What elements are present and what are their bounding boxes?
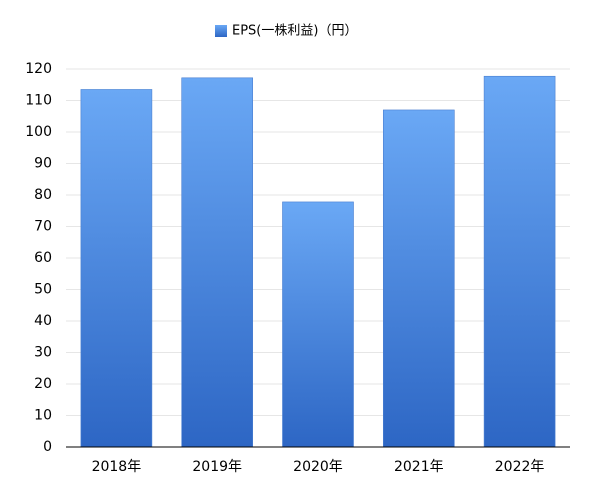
x-tick-label: 2021年 (394, 459, 444, 475)
legend-swatch (215, 25, 227, 37)
y-tick-label: 10 (34, 408, 52, 424)
bar (483, 75, 556, 448)
y-tick-label: 40 (34, 313, 52, 329)
y-tick-label: 110 (25, 93, 52, 109)
y-tick-label: 50 (34, 282, 52, 298)
legend: EPS(一株利益)（円） (215, 24, 357, 39)
x-axis: 2018年 2019年 2020年 2021年 2022年 (66, 446, 570, 475)
y-axis: 0 10 20 30 40 50 60 70 80 90 100 110 120 (25, 61, 52, 455)
y-tick-label: 90 (34, 156, 52, 172)
x-tick-label: 2022年 (495, 459, 545, 475)
x-tick-label: 2019年 (192, 459, 242, 475)
y-tick-label: 70 (34, 219, 52, 235)
x-tick-label: 2020年 (293, 459, 343, 475)
y-tick-label: 120 (25, 61, 52, 77)
bar (80, 89, 153, 448)
x-tick-label: 2018年 (92, 459, 142, 475)
y-tick-label: 20 (34, 376, 52, 392)
y-tick-label: 30 (34, 345, 52, 361)
bar (382, 109, 455, 448)
bars (80, 75, 556, 448)
y-tick-label: 0 (43, 439, 52, 455)
bar (181, 77, 253, 448)
y-tick-label: 60 (34, 250, 52, 266)
bar (282, 201, 354, 448)
y-tick-label: 100 (25, 124, 52, 140)
y-tick-label: 80 (34, 187, 52, 203)
legend-label: EPS(一株利益)（円） (232, 24, 357, 39)
